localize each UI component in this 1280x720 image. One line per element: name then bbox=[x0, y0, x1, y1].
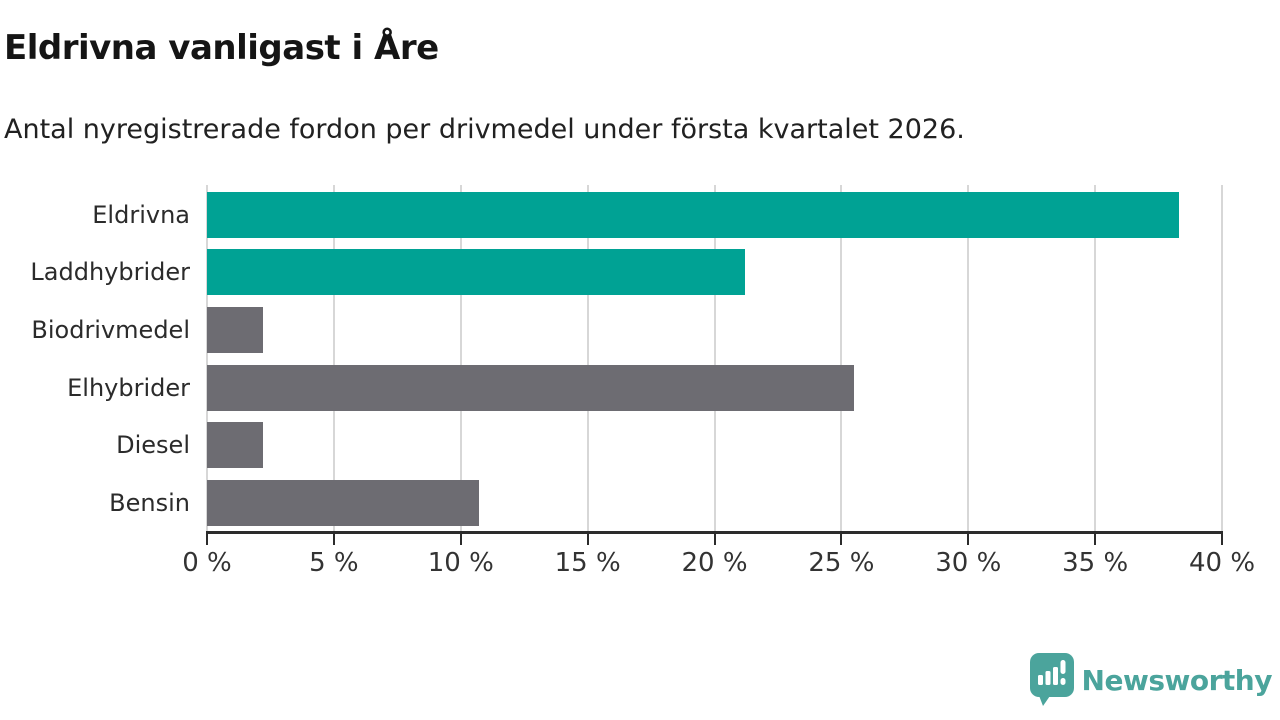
gridline bbox=[1094, 185, 1097, 531]
gridline bbox=[713, 185, 716, 531]
category-label: Biodrivmedel bbox=[31, 315, 190, 344]
category-label: Diesel bbox=[116, 431, 190, 460]
x-axis-tick-label: 25 % bbox=[808, 548, 875, 578]
bar-diesel bbox=[207, 422, 263, 469]
gridline bbox=[459, 185, 462, 531]
gridline bbox=[206, 185, 208, 531]
bar-elhybrider bbox=[207, 364, 855, 411]
x-axis-tick bbox=[332, 531, 335, 545]
x-axis-tick-label: 5 % bbox=[309, 548, 359, 578]
x-axis-tick bbox=[1221, 531, 1223, 545]
page-title: Eldrivna vanligast i Åre bbox=[4, 28, 439, 68]
x-axis-tick bbox=[206, 531, 208, 545]
x-axis-tick bbox=[1094, 531, 1097, 545]
x-axis-tick-label: 0 % bbox=[182, 548, 232, 578]
category-label: Bensin bbox=[109, 488, 190, 517]
x-axis-tick bbox=[586, 531, 589, 545]
gridline bbox=[967, 185, 970, 531]
x-axis-tick-label: 20 % bbox=[681, 548, 748, 578]
bar-eldrivna bbox=[207, 191, 1179, 238]
x-axis-tick bbox=[713, 531, 716, 545]
bar-bensin bbox=[207, 479, 479, 526]
newsworthy-logo-icon bbox=[1029, 653, 1075, 707]
x-axis-tick-label: 15 % bbox=[554, 548, 621, 578]
page-subtitle: Antal nyregistrerade fordon per drivmede… bbox=[4, 114, 965, 145]
category-label: Eldrivna bbox=[92, 200, 190, 229]
bar-biodrivmedel bbox=[207, 306, 263, 353]
newsworthy-logo-text: Newsworthy bbox=[1081, 663, 1273, 697]
x-axis-tick-label: 40 % bbox=[1188, 548, 1256, 578]
x-axis-tick bbox=[459, 531, 462, 545]
gridline bbox=[840, 185, 843, 531]
gridline bbox=[1221, 185, 1223, 531]
x-axis-tick-label: 30 % bbox=[935, 548, 1002, 578]
x-axis-tick bbox=[967, 531, 970, 545]
x-axis-tick-label: 35 % bbox=[1062, 548, 1129, 578]
gridline bbox=[332, 185, 335, 531]
x-axis-tick-label: 10 % bbox=[427, 548, 494, 578]
plot-area bbox=[206, 185, 1223, 531]
gridline bbox=[586, 185, 589, 531]
newsworthy-logo: Newsworthy bbox=[1029, 653, 1273, 707]
bar-laddhybrider bbox=[207, 249, 745, 296]
category-label: Elhybrider bbox=[67, 373, 190, 402]
x-axis-tick bbox=[840, 531, 843, 545]
category-label: Laddhybrider bbox=[30, 258, 190, 287]
